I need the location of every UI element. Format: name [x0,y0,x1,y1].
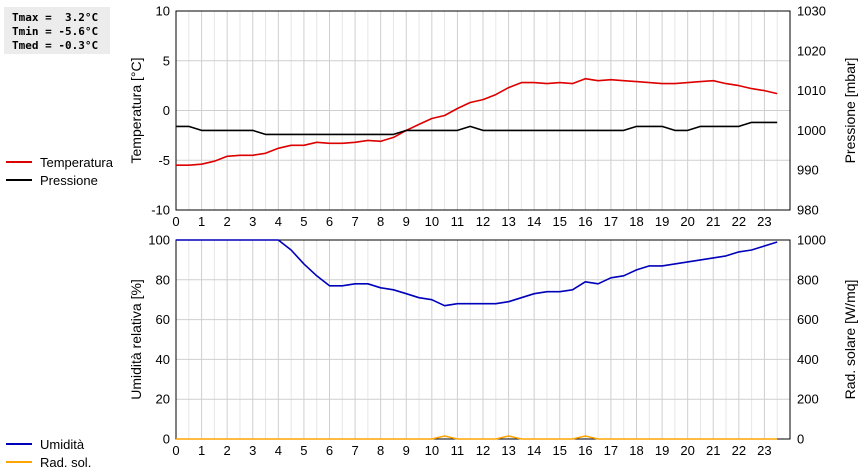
x-tick-label: 22 [732,214,746,229]
y2-tick-label: 600 [797,312,819,327]
x-tick-label: 15 [553,443,567,458]
x-tick-label: 8 [377,443,384,458]
y2-axis-title: Rad. solare [W/mq] [842,280,858,400]
legend-line-pressione [6,179,32,181]
y2-tick-label: 990 [797,163,819,178]
series-line-temperatura [176,77,778,166]
y-tick-label: 20 [156,392,170,407]
x-tick-label: 5 [300,443,307,458]
x-tick-label: 3 [249,443,256,458]
x-tick-label: 4 [275,443,282,458]
x-tick-label: 15 [553,214,567,229]
legend-label: Umidità [40,436,85,452]
x-tick-label: 11 [451,443,465,458]
y-tick-label: 100 [148,233,170,248]
y-tick-label: 0 [163,432,170,447]
x-tick-label: 10 [425,443,439,458]
y2-tick-label: 400 [797,352,819,367]
x-tick-label: 19 [655,214,669,229]
x-tick-label: 20 [680,214,694,229]
chart-panel-1: 0 1 2 3 4 5 6 7 8 9 10 11 12 13 14 15 16 17 18 19 20 21 22 2310… [128,4,858,230]
x-tick-label: 2 [224,214,231,229]
y2-tick-label: 0 [797,432,804,447]
stats-tmed: Tmed = -0.3°C [12,39,99,52]
chart-panel-2: 0 1 2 3 4 5 6 7 8 9 10 11 12 13 14 15 16 17 18 19 20 21 22 2310… [128,233,858,459]
legend-line-rad-sol [6,461,32,463]
legend-line-temperatura [6,161,32,163]
x-tick-label: 9 [403,214,410,229]
y-tick-label: 80 [156,272,170,287]
stats-box: Tmax = 3.2°C Tmin = -5.6°C Tmed = -0.3°C [4,7,110,54]
x-tick-label: 12 [476,443,490,458]
y-tick-label: -10 [151,203,170,218]
legend-item-temperatura: Temperatura [6,153,113,171]
x-tick-label: 7 [351,443,358,458]
x-tick-label: 0 [172,214,179,229]
y-axis-title: Temperatura [°C] [128,58,144,164]
y-tick-label: 5 [163,53,170,68]
x-tick-label: 5 [300,214,307,229]
x-tick-label: 23 [757,214,771,229]
x-tick-label: 10 [425,214,439,229]
x-tick-label: 13 [501,214,515,229]
y2-tick-label: 1000 [797,123,826,138]
y2-tick-label: 800 [797,272,819,287]
series-line-umidit [176,239,778,307]
x-tick-label: 19 [655,443,669,458]
y2-tick-label: 1010 [797,83,826,98]
x-tick-label: 22 [732,443,746,458]
y2-tick-label: 1000 [797,233,826,248]
x-tick-label: 18 [629,214,643,229]
x-tick-label: 16 [578,443,592,458]
y2-tick-label: 1030 [797,4,826,19]
x-tick-label: 17 [604,214,618,229]
legend-top: Temperatura Pressione [6,153,113,189]
stats-tmin: Tmin = -5.6°C [12,25,99,38]
x-tick-label: 14 [527,443,541,458]
x-tick-label: 2 [224,443,231,458]
y-tick-label: 60 [156,312,170,327]
legend-line-umidita [6,443,32,445]
x-tick-label: 16 [578,214,592,229]
x-tick-label: 7 [351,214,358,229]
y-tick-label: 40 [156,352,170,367]
x-tick-label: 14 [527,214,541,229]
y2-tick-label: 200 [797,392,819,407]
x-tick-label: 20 [680,443,694,458]
series-line-rad-sol [176,435,778,440]
y-tick-label: -5 [158,153,170,168]
y-axis-title: Umidità relativa [%] [128,279,144,400]
x-tick-label: 8 [377,214,384,229]
y2-tick-label: 1020 [797,43,826,58]
legend-label: Temperatura [40,154,113,170]
x-tick-label: 21 [706,214,720,229]
x-tick-label: 21 [706,443,720,458]
x-tick-label: 9 [403,443,410,458]
plot-frame [175,10,791,211]
x-tick-label: 1 [198,214,205,229]
x-tick-label: 4 [275,214,282,229]
legend-label: Pressione [40,172,98,188]
x-tick-label: 13 [501,443,515,458]
x-tick-label: 23 [757,443,771,458]
x-tick-label: 3 [249,214,256,229]
x-tick-label: 6 [326,443,333,458]
series-line-pressione [176,121,778,136]
x-tick-label: 11 [451,214,465,229]
x-tick-label: 18 [629,443,643,458]
legend-item-umidita: Umidità [6,435,91,453]
legend-item-pressione: Pressione [6,171,113,189]
y2-tick-label: 980 [797,203,819,218]
x-tick-label: 0 [172,443,179,458]
x-tick-label: 12 [476,214,490,229]
x-tick-label: 1 [198,443,205,458]
y-tick-label: 10 [156,4,170,19]
y2-axis-title: Pressione [mbar] [842,58,858,164]
charts-canvas: 0 1 2 3 4 5 6 7 8 9 10 11 12 13 14 15 16 17 18 19 20 21 22 2310… [128,4,858,459]
x-tick-label: 17 [604,443,618,458]
stats-tmax: Tmax = 3.2°C [12,11,99,24]
x-tick-label: 6 [326,214,333,229]
y-tick-label: 0 [163,103,170,118]
